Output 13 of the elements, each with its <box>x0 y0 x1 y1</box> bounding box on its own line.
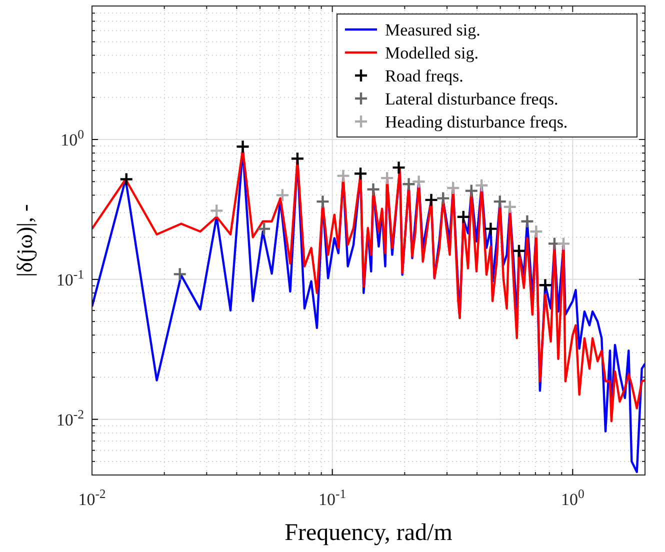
x-tick-label: 10$^{-1}$ <box>318 487 346 509</box>
y-tick-label: 10$^{0}$ <box>60 127 84 150</box>
y-tick-label: 10$^{-1}$ <box>56 267 84 290</box>
legend-label: Road freqs. <box>385 66 464 86</box>
legend-label: Measured sig. <box>385 20 480 40</box>
legend-label: Lateral disturbance freqs. <box>385 89 558 108</box>
legend-label: Modelled sig. <box>385 43 478 62</box>
legend-label: Heading disturbance freqs. <box>385 112 568 132</box>
y-axis-title: |δ(jω)|, - <box>12 204 37 277</box>
x-axis-title: Frequency, rad/m <box>284 520 453 546</box>
x-tick-label: 10$^{-2}$ <box>78 487 106 509</box>
y-tick-label: 10$^{-2}$ <box>56 407 84 430</box>
x-tick-label: 10$^{0}$ <box>560 487 584 509</box>
